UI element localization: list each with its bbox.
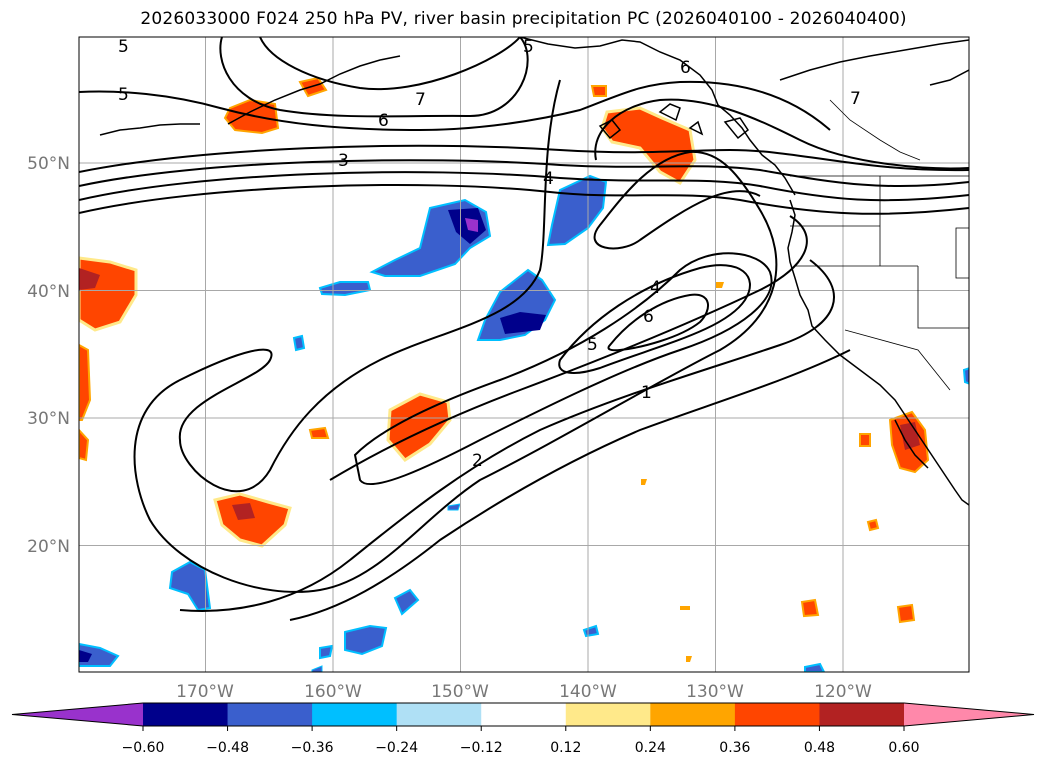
lon-label: 170°W (176, 682, 234, 702)
colorbar-tick-label: −0.36 (291, 740, 334, 756)
contour-label: 6 (378, 111, 389, 131)
precip-blob (319, 644, 334, 660)
contour-label: 7 (850, 89, 861, 109)
colorbar-block (734, 703, 820, 726)
colorbar-block (227, 703, 313, 726)
contour-label: 5 (587, 335, 598, 355)
precip-blob (680, 606, 690, 610)
pv-contours (79, 37, 969, 621)
precip-blob (393, 588, 420, 616)
precip-blob (344, 624, 388, 656)
contour-label: 5 (118, 37, 129, 57)
precip-blob (292, 334, 306, 352)
lon-label: 160°W (304, 682, 362, 702)
lon-label: 150°W (431, 682, 489, 702)
colorbar-tick-label: 0.24 (635, 740, 666, 756)
colorbar-tick-label: −0.48 (206, 740, 249, 756)
precip-blob (686, 656, 692, 662)
precip-blob (311, 665, 323, 672)
contour-label: 3 (338, 151, 349, 171)
precip-blob (168, 560, 212, 612)
precip-blob (79, 343, 92, 421)
contour-label: 1 (641, 383, 652, 403)
colorbar-extend-max (904, 703, 1034, 726)
colorbar-tick-label: 0.36 (719, 740, 750, 756)
map-background (79, 37, 969, 672)
precip-blob (962, 367, 969, 385)
lon-labels: 170°W 160°W 150°W 140°W 130°W 120°W (176, 682, 872, 702)
contour-label: 6 (680, 58, 691, 78)
precip-blob (800, 598, 820, 618)
colorbar-block (819, 703, 905, 726)
colorbar-block (143, 703, 229, 726)
precip-blob (859, 433, 871, 447)
map-title: 2026033000 F024 250 hPa PV, river basin … (140, 9, 907, 29)
precip-blob (308, 426, 330, 439)
precip-blob (500, 312, 546, 334)
contour-labels: 5 5 5 7 6 6 3 4 4 6 5 1 2 7 (118, 37, 861, 471)
colorbar-block (650, 703, 736, 726)
colorbar-block (312, 703, 398, 726)
precip-blob (298, 76, 328, 98)
contour-label: 2 (472, 451, 483, 471)
precip-blob (232, 503, 255, 520)
lon-label: 140°W (559, 682, 617, 702)
contour-label: 5 (118, 85, 129, 105)
precip-blob (447, 503, 461, 511)
precip-blob (866, 518, 880, 532)
lon-label: 120°W (814, 682, 872, 702)
contour-label: 7 (415, 90, 426, 110)
colorbar-tick-label: −0.60 (122, 740, 165, 756)
precip-blob (716, 282, 724, 288)
colorbar-block (481, 703, 567, 726)
lat-label: 30°N (27, 409, 70, 429)
lat-label: 20°N (27, 537, 70, 557)
precip-blob (590, 85, 607, 97)
colorbar-tick-label: −0.24 (375, 740, 418, 756)
precip-blob (79, 268, 100, 290)
contour-label: 4 (543, 169, 554, 189)
colorbar-tick-label: 0.12 (550, 740, 581, 756)
precip-blob (79, 428, 90, 462)
colorbar-tick-label: −0.12 (460, 740, 503, 756)
lat-label: 40°N (27, 282, 70, 302)
colorbar-block (565, 703, 651, 726)
colorbar-tick-label: 0.48 (804, 740, 835, 756)
lat-label: 50°N (27, 154, 70, 174)
lon-label: 130°W (686, 682, 744, 702)
precip-blob (896, 603, 916, 624)
contour-label: 5 (523, 37, 534, 57)
colorbar: −0.60 −0.48 −0.36 −0.24 −0.12 0.12 0.24 0.36 0.4… (11, 702, 1035, 756)
precip-blob (79, 650, 92, 662)
precip-blob (641, 479, 647, 485)
precip-shading (79, 76, 969, 672)
precip-blob (465, 218, 478, 232)
precip-blob (804, 662, 826, 672)
colorbar-extend-min (12, 703, 143, 726)
coastline (99, 37, 969, 506)
colorbar-tick-label: 0.60 (888, 740, 919, 756)
map-frame (78, 36, 970, 673)
colorbar-block (396, 703, 482, 726)
lat-labels: 50°N 40°N 30°N 20°N (27, 154, 70, 557)
contour-label: 6 (643, 307, 654, 327)
contour-label: 4 (650, 278, 661, 298)
precip-blob (386, 392, 452, 462)
state-borders (790, 99, 969, 391)
